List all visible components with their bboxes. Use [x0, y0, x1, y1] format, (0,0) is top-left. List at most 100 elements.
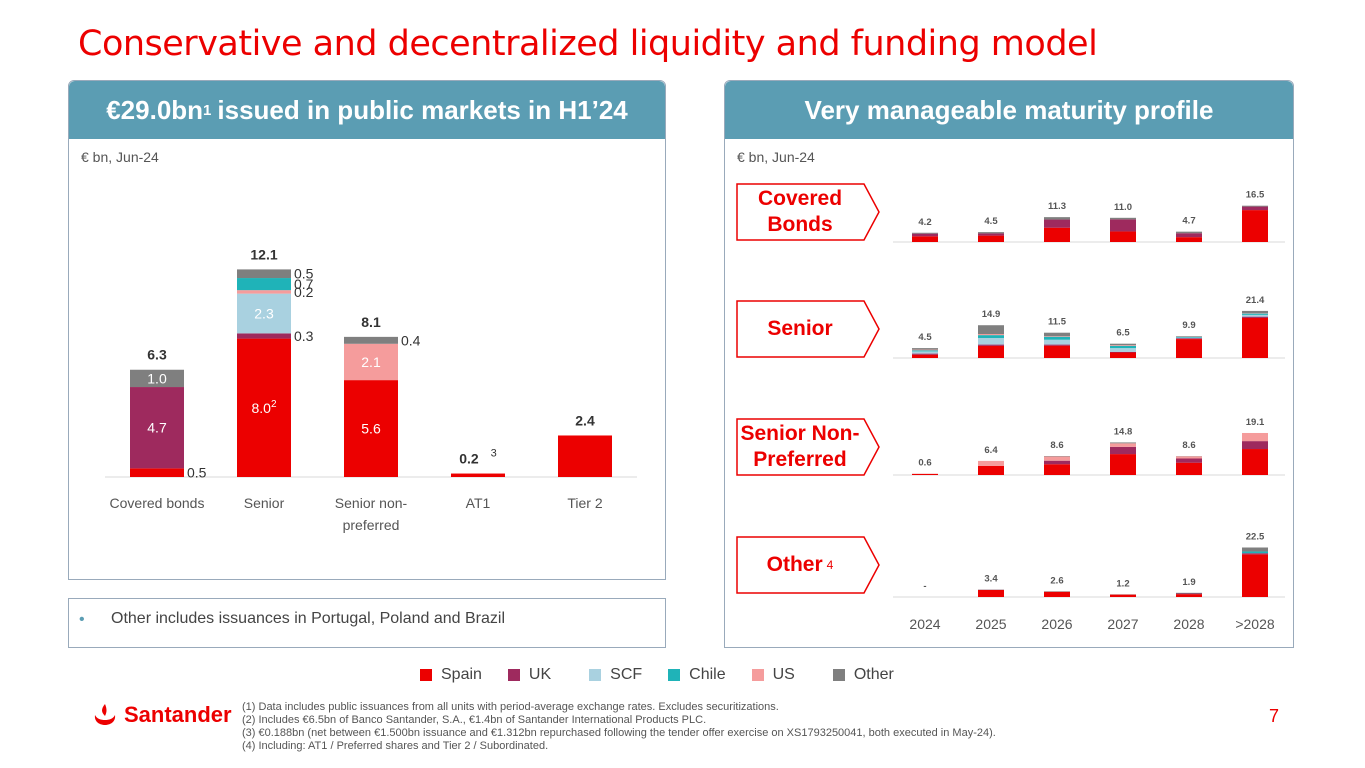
total-label: 2.4 [575, 412, 595, 428]
x-tick-label: Senior [244, 495, 285, 511]
bar-segment-spain [1044, 464, 1070, 475]
bar-segment-other [1110, 343, 1136, 346]
bar-segment-uk [1176, 593, 1202, 595]
bar-segment-other [978, 232, 1004, 234]
data-label: 1.0 [147, 370, 167, 386]
legend-item-scf: SCF [589, 666, 642, 684]
total-label: 4.2 [918, 217, 931, 228]
category-senior-non-preferred: Senior Non- Preferred [736, 418, 880, 476]
legend-item-us: US [751, 666, 795, 684]
bullet-icon: • [79, 611, 85, 628]
bar-segment-spain-3 [451, 473, 505, 477]
bar-segment-other-0 [130, 369, 184, 388]
heading-amount: €29.0bn [106, 94, 204, 125]
bar-segment-uk [1176, 458, 1202, 463]
total-label: 4.5 [918, 332, 932, 343]
legend-swatch [668, 669, 681, 681]
footnotes: (1) Data includes public issuances from … [242, 701, 996, 753]
bar-segment-other [1044, 332, 1070, 336]
legend-swatch [507, 669, 520, 681]
data-label: 0.5 [187, 465, 207, 481]
heading-text: issued in public markets in H1’24 [217, 94, 628, 125]
total-label: 14.9 [982, 309, 1001, 320]
legend-item-uk: UK [507, 666, 551, 684]
bar-segment-other [1176, 592, 1202, 594]
flame-icon [94, 704, 116, 725]
x-tick-label: 2027 [1107, 616, 1138, 632]
legend: Spain UK SCF Chile US Other [420, 666, 894, 684]
data-label: 0.5 [294, 266, 314, 282]
total-label: - [923, 581, 926, 592]
total-label: 6.4 [984, 445, 998, 456]
total-label: 6.3 [147, 347, 167, 363]
category-senior: Senior [736, 300, 880, 358]
arrow-box-shape [736, 418, 880, 476]
total-label: 11.3 [1048, 201, 1066, 212]
bar-segment-uk-1 [237, 333, 291, 339]
total-label: 0.6 [918, 458, 931, 469]
bar-segment-spain [1044, 227, 1070, 242]
data-label: 0.7 [294, 276, 314, 292]
bar-segment-spain [1176, 594, 1202, 597]
bar-segment-scf [1242, 314, 1268, 317]
data-label: 0.3 [294, 328, 314, 344]
bar-segment-scf [912, 351, 938, 354]
maturity-panel-heading: Very manageable maturity profile [725, 81, 1293, 139]
maturity-chart: 4.2 4.5 11.3 11.0 4.7 16.5 4.5 14.9 11.5 6.5 9.9 21… [893, 190, 1285, 632]
bar-segment-spain [1242, 317, 1268, 358]
bar-segment-spain [1044, 591, 1070, 597]
bar-segment-us [1110, 443, 1136, 447]
bar-segment-spain [912, 236, 938, 242]
bar-segment-spain [978, 589, 1004, 597]
arrow-box-shape [736, 300, 880, 358]
bar-segment-spain [1242, 449, 1268, 475]
bar-segment-chile [912, 350, 938, 352]
x-tick-label: 2024 [909, 616, 940, 632]
bar-segment-other [1110, 442, 1136, 444]
data-label: 8.02 [251, 399, 276, 416]
issuance-panel-heading: €29.0bn 1 issued in public markets in H1’2… [69, 81, 665, 139]
total-label: 11.0 [1114, 202, 1132, 213]
bar-segment-uk [1176, 338, 1202, 340]
maturity-unit-label: € bn, Jun-24 [737, 149, 815, 165]
bar-segment-uk [978, 344, 1004, 346]
x-tick-label: 2025 [975, 616, 1006, 632]
bar-segment-other [978, 325, 1004, 335]
footnote-2: (2) Includes €6.5bn of Banco Santander, … [242, 714, 707, 726]
total-label: 12.1 [250, 246, 277, 262]
bar-segment-scf [1176, 337, 1202, 339]
total-label: 2.6 [1050, 575, 1063, 586]
total-label: 9.9 [1182, 320, 1195, 331]
bar-segment-us-2 [344, 343, 398, 381]
bar-segment-spain [1176, 339, 1202, 358]
bar-segment-spain-1 [237, 338, 291, 477]
bar-segment-us [1176, 456, 1202, 459]
x-tick-label: Senior non- [335, 495, 408, 511]
bar-segment-other [1242, 547, 1268, 552]
total-label: 16.5 [1246, 190, 1265, 201]
bar-segment-uk [1176, 233, 1202, 238]
bar-segment-us [1242, 432, 1268, 442]
legend-item-chile: Chile [668, 666, 726, 684]
bar-segment-other [1110, 217, 1136, 220]
x-tick-label: >2028 [1235, 616, 1275, 632]
total-label: 0.2 3 [459, 448, 497, 467]
bar-segment-uk [1044, 344, 1070, 346]
category-other: Other 4 [736, 536, 880, 594]
footnote-3: (3) €0.188bn (net between €1.500bn issua… [242, 727, 996, 739]
page-title: Conservative and decentralized liquidity… [78, 24, 1098, 64]
issuance-panel: €29.0bn 1 issued in public markets in H1’2… [68, 80, 666, 580]
bar-segment-spain [1110, 231, 1136, 242]
bar-segment-uk [1044, 219, 1070, 228]
total-label: 1.2 [1116, 578, 1129, 589]
bar-segment-spain [1176, 237, 1202, 242]
legend-item-spain: Spain [420, 666, 482, 684]
bar-segment-chile [1044, 336, 1070, 340]
legend-swatch [751, 669, 764, 681]
bar-segment-spain [1242, 554, 1268, 597]
bar-segment-other [1044, 217, 1070, 220]
bar-segment-uk [912, 233, 938, 237]
total-label: 4.5 [984, 216, 998, 227]
bar-segment-chile [1110, 345, 1136, 349]
page-number: 7 [1268, 706, 1279, 726]
